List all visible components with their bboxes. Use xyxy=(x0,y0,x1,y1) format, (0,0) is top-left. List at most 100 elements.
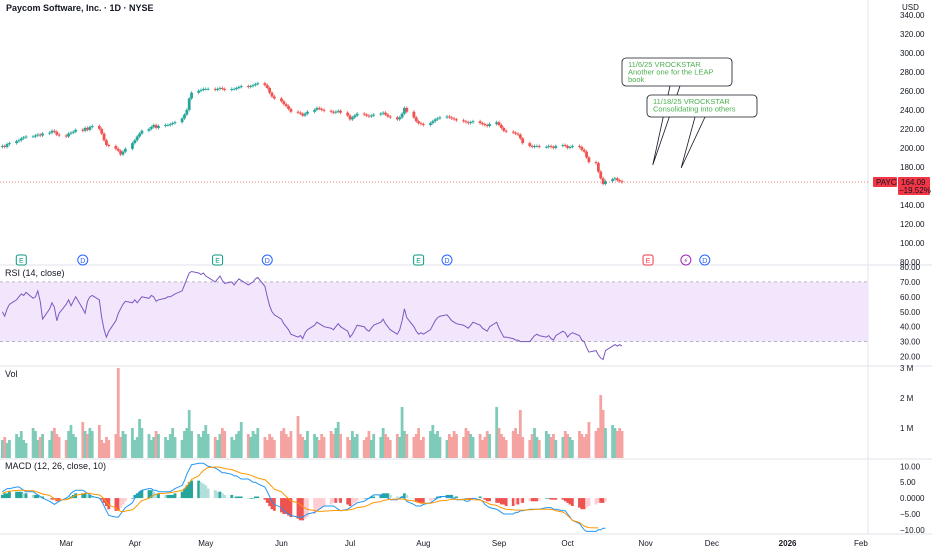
candle[interactable] xyxy=(57,133,61,138)
macd-hist-bar[interactable] xyxy=(528,498,532,502)
candle[interactable] xyxy=(131,141,134,151)
macd-hist-bar[interactable] xyxy=(566,498,570,503)
macd-hist-bar[interactable] xyxy=(168,494,172,499)
volume-bar[interactable] xyxy=(157,434,160,458)
macd-hist-bar[interactable] xyxy=(585,498,588,508)
macd-hist-bar[interactable] xyxy=(166,494,170,499)
macd-hist-bar[interactable] xyxy=(41,496,44,499)
macd-hist-bar[interactable] xyxy=(483,498,487,500)
volume-bar[interactable] xyxy=(282,428,286,458)
candle[interactable] xyxy=(615,176,619,182)
volume-bar[interactable] xyxy=(64,440,68,458)
macd-hist-bar[interactable] xyxy=(395,496,399,499)
volume-bar[interactable] xyxy=(431,425,435,458)
macd-hist-bar[interactable] xyxy=(351,498,354,505)
candle[interactable] xyxy=(483,122,487,127)
candle[interactable] xyxy=(190,91,193,100)
volume-bar[interactable] xyxy=(149,440,153,458)
volume-bar[interactable] xyxy=(552,434,555,458)
volume-bar[interactable] xyxy=(114,434,118,458)
volume-bar[interactable] xyxy=(528,440,532,458)
macd-hist-bar[interactable] xyxy=(604,498,607,502)
macd-hist-bar[interactable] xyxy=(256,496,260,499)
macd-hist-bar[interactable] xyxy=(578,498,581,508)
candle[interactable] xyxy=(140,129,144,136)
volume-bar[interactable] xyxy=(147,434,151,458)
volume-bar[interactable] xyxy=(447,434,451,458)
candle[interactable] xyxy=(381,111,385,116)
macd-hist-bar[interactable] xyxy=(289,498,293,518)
macd-hist-bar[interactable] xyxy=(19,491,23,499)
candle[interactable] xyxy=(447,114,451,119)
candle[interactable] xyxy=(516,132,520,137)
volume-bar[interactable] xyxy=(197,434,201,458)
candle[interactable] xyxy=(552,145,555,150)
candle[interactable] xyxy=(41,132,44,138)
candle[interactable] xyxy=(462,118,465,123)
macd-hist-bar[interactable] xyxy=(301,498,305,521)
volume-bar[interactable] xyxy=(239,422,243,458)
candle[interactable] xyxy=(105,138,108,147)
macd-hist-bar[interactable] xyxy=(8,491,11,499)
candle[interactable] xyxy=(585,150,588,159)
candle[interactable] xyxy=(403,106,406,116)
volume-bar[interactable] xyxy=(336,422,340,458)
volume-bar[interactable] xyxy=(140,428,144,458)
volume-bar[interactable] xyxy=(102,443,106,458)
candle[interactable] xyxy=(530,144,534,149)
volume-bar[interactable] xyxy=(263,437,267,458)
candle[interactable] xyxy=(398,115,402,121)
candle[interactable] xyxy=(133,138,137,145)
volume-bar[interactable] xyxy=(554,440,558,458)
volume-bar[interactable] xyxy=(563,431,567,458)
candle[interactable] xyxy=(445,114,449,119)
volume-bar[interactable] xyxy=(452,431,456,458)
volume-bar[interactable] xyxy=(398,437,402,458)
candle[interactable] xyxy=(102,132,106,142)
macd-hist-bar[interactable] xyxy=(436,496,439,499)
candle[interactable] xyxy=(580,145,584,152)
candle[interactable] xyxy=(436,116,439,121)
volume-bar[interactable] xyxy=(24,443,28,458)
volume-bar[interactable] xyxy=(561,437,565,458)
candle[interactable] xyxy=(121,150,125,157)
candle[interactable] xyxy=(287,104,290,111)
candle[interactable] xyxy=(69,131,73,136)
candle[interactable] xyxy=(246,84,250,89)
volume-bar[interactable] xyxy=(48,440,52,458)
candle[interactable] xyxy=(518,133,522,140)
candle[interactable] xyxy=(528,141,532,148)
volume-bar[interactable] xyxy=(173,437,177,458)
macd-hist-bar[interactable] xyxy=(67,498,70,499)
macd-hist-bar[interactable] xyxy=(107,498,111,510)
volume-bar[interactable] xyxy=(166,440,170,458)
volume-bar[interactable] xyxy=(504,440,508,458)
volume-bar[interactable] xyxy=(535,437,539,458)
volume-bar[interactable] xyxy=(436,431,439,458)
candle[interactable] xyxy=(561,143,565,148)
volume-bar[interactable] xyxy=(582,437,586,458)
macd-hist-bar[interactable] xyxy=(237,496,241,499)
volume-bar[interactable] xyxy=(578,431,581,458)
candle[interactable] xyxy=(223,87,227,92)
macd-hist-bar[interactable] xyxy=(133,494,137,499)
volume-bar[interactable] xyxy=(235,434,238,458)
volume-bar[interactable] xyxy=(462,437,465,458)
volume-bar[interactable] xyxy=(317,440,321,458)
volume-bar[interactable] xyxy=(495,407,499,458)
candle[interactable] xyxy=(86,126,89,132)
macd-hist-bar[interactable] xyxy=(287,498,290,516)
candle[interactable] xyxy=(135,134,139,142)
volume-bar[interactable] xyxy=(379,437,383,458)
macd-hist-bar[interactable] xyxy=(36,494,40,499)
volume-bar[interactable] xyxy=(86,434,89,458)
candle[interactable] xyxy=(272,95,276,100)
volume-bar[interactable] xyxy=(171,428,175,458)
candle[interactable] xyxy=(218,86,222,91)
volume-bar[interactable] xyxy=(322,437,326,458)
macd-hist-bar[interactable] xyxy=(570,498,574,507)
volume-bar[interactable] xyxy=(594,431,598,458)
volume-bar[interactable] xyxy=(464,428,468,458)
candle[interactable] xyxy=(339,109,342,115)
volume-bar[interactable] xyxy=(123,434,127,458)
